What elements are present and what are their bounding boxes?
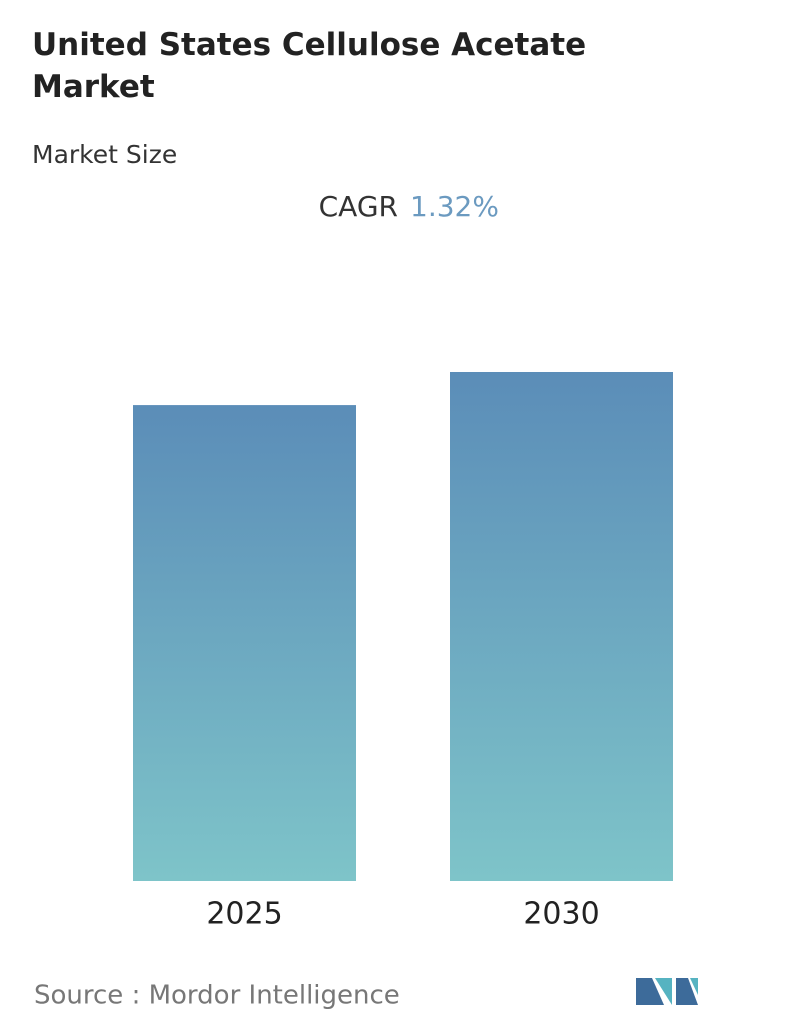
- x-tick-label: 2030: [523, 897, 599, 932]
- cagr-value: 1.32%: [410, 190, 499, 223]
- chart-subtitle: Market Size: [32, 140, 178, 169]
- x-tick-label: 2025: [206, 897, 282, 932]
- chart-title: United States Cellulose Acetate Market: [32, 27, 587, 105]
- logo: [636, 978, 698, 1005]
- source: Source : Mordor Intelligence: [34, 981, 400, 1011]
- bar: [133, 405, 356, 881]
- cagr-label: CAGR: [319, 190, 398, 223]
- bar: [450, 372, 673, 881]
